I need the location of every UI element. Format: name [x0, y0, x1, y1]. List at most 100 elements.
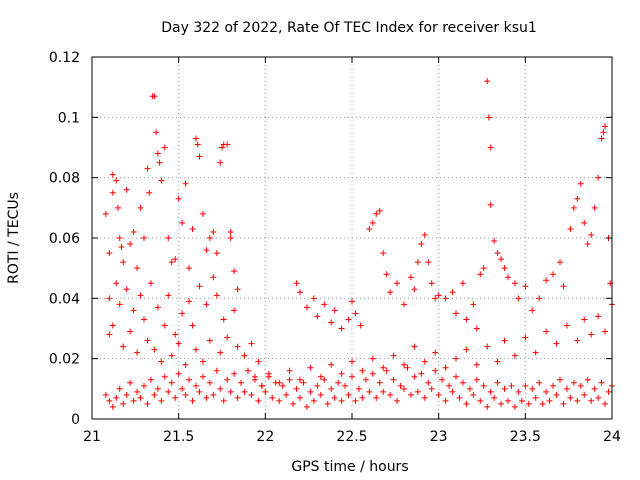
data-point	[147, 376, 154, 383]
y-tick-label: 0.12	[49, 50, 80, 66]
data-point	[328, 385, 335, 392]
data-point	[418, 370, 425, 377]
data-point	[307, 364, 314, 371]
data-point	[401, 361, 407, 368]
data-point	[283, 391, 290, 398]
data-point	[210, 228, 217, 235]
data-point	[432, 349, 439, 356]
data-point	[161, 322, 168, 329]
data-point	[380, 388, 387, 395]
data-point	[109, 322, 116, 329]
data-point	[168, 259, 175, 266]
data-point	[376, 379, 383, 386]
data-point	[196, 153, 203, 160]
data-point	[600, 129, 607, 136]
data-point	[303, 304, 310, 311]
data-point	[310, 295, 317, 302]
x-tick-label: 24	[603, 429, 621, 445]
data-point	[210, 274, 217, 281]
data-point	[480, 265, 487, 272]
data-point	[182, 361, 189, 368]
data-point	[359, 394, 366, 401]
data-point	[154, 304, 161, 311]
data-point	[369, 355, 376, 362]
data-point	[182, 180, 189, 187]
data-point	[206, 235, 213, 241]
data-point	[234, 286, 241, 293]
data-point	[113, 394, 120, 401]
data-point	[574, 337, 581, 344]
data-point	[338, 397, 345, 404]
data-point	[435, 391, 442, 398]
data-point	[245, 367, 251, 374]
data-point	[113, 177, 120, 184]
data-point	[487, 144, 494, 151]
data-point	[345, 391, 352, 398]
data-point	[220, 397, 227, 404]
data-point	[366, 225, 373, 232]
data-point	[394, 280, 401, 287]
data-point	[442, 397, 449, 404]
data-point	[349, 358, 355, 365]
data-point	[584, 376, 591, 383]
data-point	[584, 241, 591, 248]
data-point	[570, 379, 577, 386]
data-point	[231, 268, 238, 275]
data-point	[338, 325, 345, 332]
data-point	[175, 340, 182, 347]
y-tick-label: 0.1	[58, 110, 80, 126]
data-point	[338, 370, 345, 377]
data-point	[102, 391, 109, 398]
data-point	[595, 174, 602, 181]
data-point	[234, 394, 241, 401]
data-point	[407, 391, 414, 398]
data-point	[238, 379, 245, 386]
data-point	[196, 283, 203, 290]
data-point	[390, 352, 397, 359]
x-axis-ticks: 21 21.5 22 22.5 23 23.5 24	[83, 57, 621, 445]
data-point	[279, 382, 286, 389]
data-point	[563, 322, 570, 329]
data-point	[560, 400, 567, 407]
data-point	[456, 394, 463, 401]
data-point	[550, 271, 557, 278]
data-point	[193, 346, 199, 353]
data-point	[442, 364, 449, 371]
data-point	[123, 286, 130, 293]
data-point	[581, 219, 588, 226]
data-point	[269, 394, 276, 401]
data-point	[373, 210, 380, 217]
data-point	[546, 397, 553, 404]
data-point	[217, 349, 224, 356]
data-point	[127, 328, 134, 335]
data-point	[307, 388, 314, 395]
data-point	[300, 379, 307, 386]
data-point	[168, 352, 175, 359]
data-point	[106, 295, 113, 302]
data-point	[109, 171, 116, 178]
data-point	[151, 346, 158, 353]
data-point	[557, 259, 563, 266]
data-point	[335, 379, 342, 386]
data-point	[383, 271, 390, 278]
data-point	[317, 391, 324, 398]
data-point	[605, 388, 612, 395]
data-point	[574, 195, 581, 202]
data-point	[130, 228, 137, 235]
data-point	[553, 340, 560, 347]
data-point	[141, 382, 147, 389]
data-point	[224, 334, 231, 341]
data-point	[331, 307, 338, 314]
data-point	[106, 397, 113, 404]
data-point	[251, 376, 258, 383]
data-point	[165, 292, 172, 299]
data-point	[355, 385, 362, 392]
data-point	[130, 397, 137, 404]
data-point	[194, 141, 201, 148]
data-point	[137, 292, 144, 299]
data-point	[144, 400, 151, 407]
data-point	[241, 388, 248, 395]
data-point	[113, 280, 120, 287]
data-point	[154, 385, 161, 392]
